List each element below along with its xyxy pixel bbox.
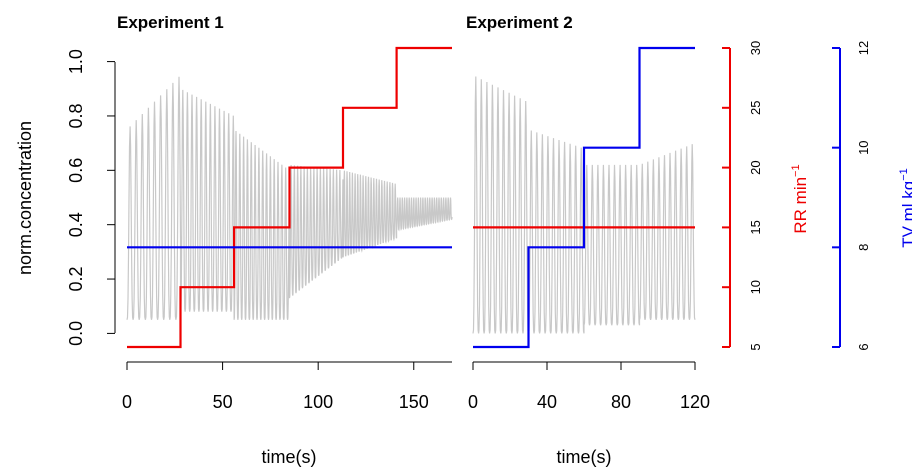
panel2-x-tick-label: 120 — [680, 392, 710, 412]
panel2-concentration-line — [472, 76, 696, 334]
right-blue-axis-label-main: TV ml kg — [899, 181, 912, 248]
y-tick-label: 0.4 — [66, 212, 86, 237]
panel1-title: Experiment 1 — [117, 13, 224, 32]
panel1-x-tick-label: 50 — [213, 392, 233, 412]
right-red-tick-label: 30 — [748, 41, 763, 55]
panel1-rr-step-line — [127, 46, 452, 349]
panel1-x-label: time(s) — [262, 447, 317, 467]
right-blue-tick-label: 12 — [856, 41, 871, 55]
right-blue-axis-label: TV ml kg−1 — [898, 168, 912, 248]
right-red-tick-label: 5 — [748, 343, 763, 350]
panel2-x-tick-label: 40 — [537, 392, 557, 412]
y-tick-label: 0.0 — [66, 321, 86, 346]
right-red-tick-label: 10 — [748, 280, 763, 294]
right-blue-tick-label: 8 — [856, 244, 871, 251]
right-red-axis-label: RR min−1 — [790, 164, 810, 233]
panel1-x-tick-label: 100 — [303, 392, 333, 412]
panel2-x-tick-label: 80 — [611, 392, 631, 412]
panel1-x-tick-label: 0 — [122, 392, 132, 412]
y-tick-label: 0.8 — [66, 103, 86, 128]
right-blue-axis-label-sup: −1 — [898, 168, 910, 181]
right-blue-tick-label: 6 — [856, 343, 871, 350]
right-blue-tick-label: 10 — [856, 140, 871, 154]
panel2-title: Experiment 2 — [466, 13, 573, 32]
right-red-tick-label: 25 — [748, 101, 763, 115]
panel2-tv-step-line — [473, 46, 695, 349]
panel1-x-tick-label: 150 — [399, 392, 429, 412]
y-axis-label: norm.concentration — [15, 121, 35, 275]
panel2-x-tick-label: 0 — [468, 392, 478, 412]
panel2-x-label: time(s) — [557, 447, 612, 467]
y-tick-label: 0.6 — [66, 158, 86, 183]
y-tick-label: 1.0 — [66, 49, 86, 74]
right-red-axis-label-sup: −1 — [790, 164, 802, 177]
right-red-tick-label: 20 — [748, 160, 763, 174]
panel1-concentration-line — [126, 76, 453, 320]
right-red-tick-label: 15 — [748, 220, 763, 234]
y-tick-label: 0.2 — [66, 266, 86, 291]
right-red-axis-label-main: RR min — [791, 177, 810, 234]
